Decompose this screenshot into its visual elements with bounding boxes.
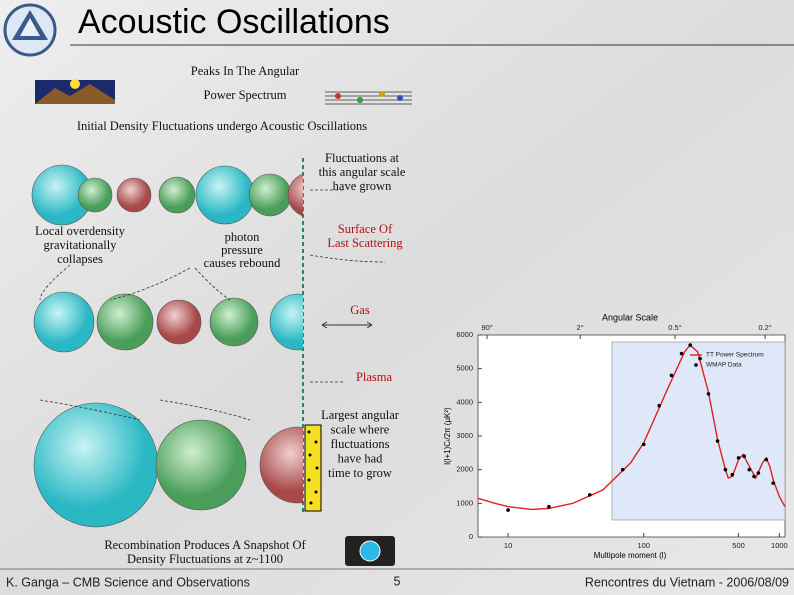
data-point (730, 472, 735, 477)
y-tick-label: 6000 (456, 330, 473, 339)
y-tick-label: 5000 (456, 364, 473, 373)
data-point (706, 392, 711, 396)
heading: Power Spectrum (204, 88, 287, 102)
data-point (764, 457, 769, 462)
data-point (669, 373, 674, 378)
annotation: have grown (333, 179, 392, 193)
data-point (736, 456, 741, 460)
annotation: scale where (331, 422, 390, 436)
page-number: 5 (394, 574, 401, 588)
legend-label: TT Power Spectrum (706, 352, 764, 359)
y-tick-label: 2000 (456, 465, 473, 474)
data-point (506, 508, 510, 512)
data-point (679, 351, 684, 356)
annotation: Density Fluctuations at z~1100 (127, 552, 283, 566)
chart-frame (477, 334, 786, 538)
annotation: collapses (57, 252, 103, 266)
x-tick-label: 100 (637, 541, 650, 550)
footer-right: Rencontres du Vietnam - 2006/08/09 (585, 575, 789, 589)
y-tick-label: 4000 (456, 397, 473, 406)
subheading: Initial Density Fluctuations undergo Aco… (77, 119, 367, 133)
footer-left: K. Ganga – CMB Science and Observations (6, 575, 250, 589)
annotation: this angular scale (319, 165, 406, 179)
y-axis-label: l(l+1)Cₗ/2π (μK²) (443, 407, 452, 465)
heading: Peaks In The Angular (191, 64, 300, 78)
annotation: Surface Of (338, 222, 393, 236)
data-point (747, 467, 752, 472)
data-point (657, 403, 661, 408)
annotation: Fluctuations at (325, 151, 399, 165)
data-point (620, 467, 625, 472)
slide-title: Acoustic Oscillations (78, 3, 390, 41)
data-point (752, 474, 756, 479)
x2-tick-label: 2° (577, 323, 584, 332)
legend-marker (694, 363, 698, 367)
logo (3, 3, 57, 57)
data-point (771, 481, 775, 485)
data-point (688, 343, 692, 347)
annotation: pressure (221, 243, 263, 257)
annotation: Recombination Produces A Snapshot Of (104, 538, 306, 552)
data-point (715, 439, 720, 443)
x-tick-label: 500 (732, 541, 745, 550)
data-point (641, 442, 646, 447)
model-line (477, 344, 786, 511)
annotation: gravitationally (44, 238, 118, 252)
annotation: causes rebound (204, 256, 281, 270)
chart-title: Angular Scale (602, 312, 658, 322)
annotation: Last Scattering (327, 236, 403, 250)
x2-tick-label: 0.2° (758, 323, 771, 332)
annotation: Local overdensity (35, 224, 126, 238)
annotation: have had (338, 451, 384, 465)
x-tick-label: 10 (504, 541, 512, 550)
data-point (587, 493, 592, 497)
annotation: Gas (350, 303, 370, 317)
data-point (698, 356, 702, 361)
x2-tick-label: 90° (481, 323, 492, 332)
data-point (547, 504, 551, 509)
diagram-art (31, 79, 412, 566)
x-axis-label: Multipole moment (l) (594, 551, 667, 560)
data-point (742, 454, 746, 459)
data-point (723, 467, 728, 472)
data-point (756, 471, 761, 475)
annotation: Plasma (356, 370, 393, 384)
annotation: Largest angular (321, 408, 400, 422)
legend-label: WMAP Data (706, 362, 742, 369)
y-tick-label: 3000 (456, 431, 473, 440)
annotation: photon (225, 230, 260, 244)
x2-tick-label: 0.5° (668, 323, 681, 332)
annotation: time to grow (328, 466, 392, 480)
y-tick-label: 1000 (456, 498, 473, 507)
x-tick-label: 1000 (771, 541, 788, 550)
y-tick-label: 0 (469, 532, 473, 541)
annotation: fluctuations (330, 437, 389, 451)
